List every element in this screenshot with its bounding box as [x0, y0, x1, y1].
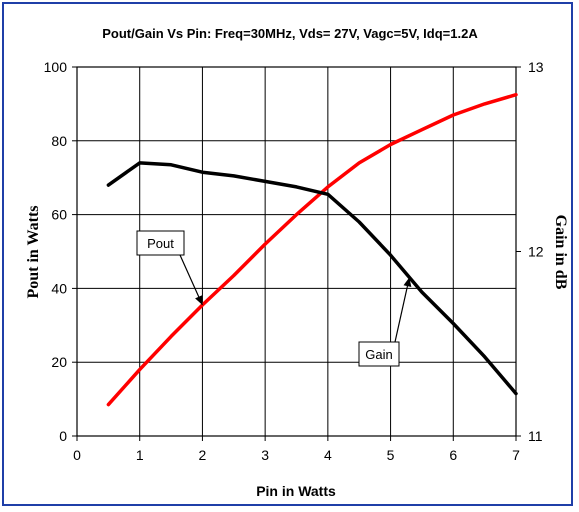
y-tick-label: 100 [44, 59, 68, 75]
axes [72, 66, 521, 441]
callout-box [136, 230, 185, 256]
series-line-gain [106, 161, 518, 396]
callout-label: Gain [365, 347, 392, 362]
y2-axis-label: Gain in dB [552, 215, 569, 290]
callouts: Pout Gain [136, 230, 412, 367]
y2-tick-label: 12 [528, 244, 544, 260]
callout-arrowhead [195, 295, 203, 306]
y-tick-label: 80 [51, 133, 67, 149]
x-tick-label: 3 [261, 447, 269, 463]
x-tick-label: 7 [512, 447, 520, 463]
x-axis-label: Pin in Watts [256, 483, 336, 499]
y-tick-label: 60 [51, 207, 67, 223]
x-tick-label: 0 [73, 447, 81, 463]
y-tick-label: 20 [51, 354, 67, 370]
x-tick-label: 2 [199, 447, 207, 463]
callout-pout: Pout [136, 230, 203, 306]
callout-box [358, 341, 400, 367]
x-tick-label: 1 [136, 447, 144, 463]
y2-tick-label: 11 [528, 428, 543, 444]
y-tick-label: 0 [59, 428, 67, 444]
y-axis-label: Pout in Watts [25, 205, 42, 298]
callout-leader [179, 254, 203, 306]
callout-gain: Gain [358, 277, 412, 367]
chart-title: Pout/Gain Vs Pin: Freq=30MHz, Vds= 27V, … [102, 26, 478, 41]
callout-label: Pout [147, 236, 174, 251]
x-tick-label: 6 [449, 447, 457, 463]
chart-frame [2, 2, 573, 506]
y-tick-label: 40 [51, 280, 67, 296]
y2-tick-label: 13 [528, 59, 544, 75]
callout-leader [394, 277, 410, 343]
callout-arrowhead [403, 277, 412, 287]
series-line-pout [106, 92, 518, 407]
series-lines [106, 92, 518, 407]
x-tick-label: 4 [324, 447, 332, 463]
x-tick-label: 5 [387, 447, 395, 463]
